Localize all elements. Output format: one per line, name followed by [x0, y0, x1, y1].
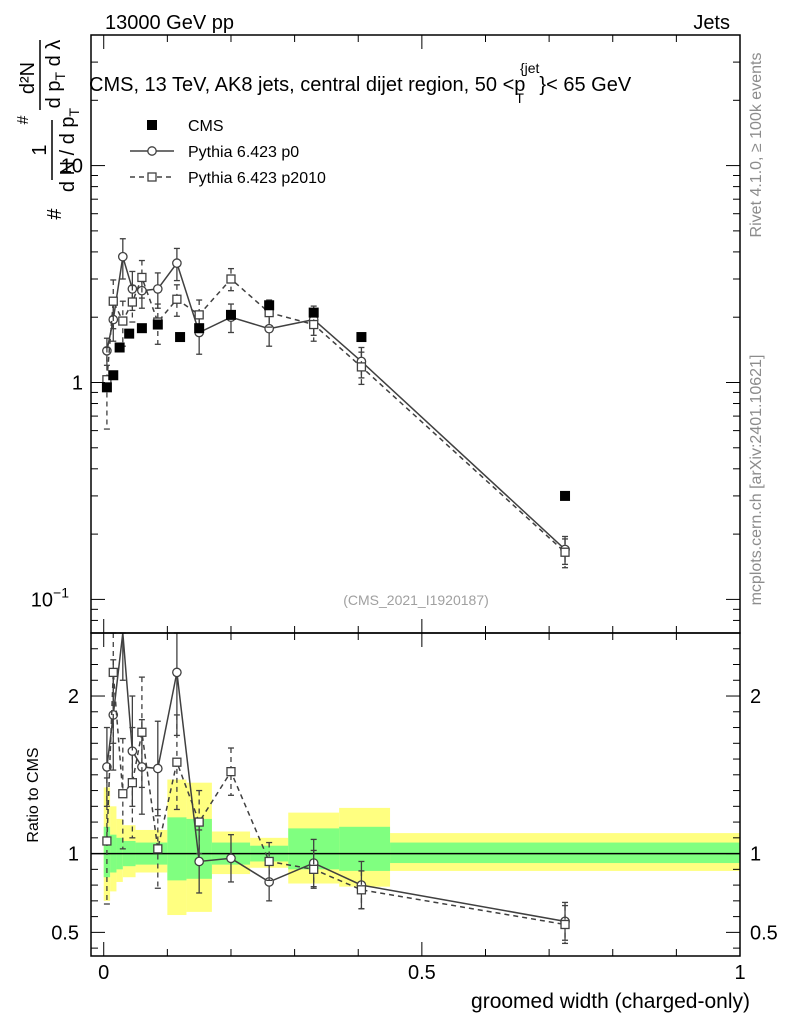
title-sup: {jet: [520, 60, 540, 76]
chart-title: CMS, 13 TeV, AK8 jets, central dijet reg…: [89, 60, 632, 106]
ratio-ytick-label-left-1: 1: [68, 844, 79, 866]
ratio-p2010-marker-7: [194, 817, 204, 827]
cms-point-11: [356, 332, 367, 343]
cms-point-4: [136, 323, 147, 334]
xtick-label-1: 0.5: [408, 962, 436, 984]
main-p0-marker-2: [117, 251, 128, 262]
ratio-p2010-marker-9: [264, 856, 274, 867]
ratio-ytick-label-left-2: 2: [68, 686, 79, 708]
ratio-p2010-marker-1: [108, 667, 118, 678]
ratio-p2010-marker-8: [226, 767, 236, 777]
ratio-axes: 0.5 0.51 12 20 0.5 1: [51, 633, 778, 984]
xlabel: groomed width (charged-only): [471, 990, 750, 1013]
ratio-p2010-marker-3: [127, 778, 138, 788]
main-p0-marker-9: [264, 323, 275, 334]
svg-text:#: #: [15, 115, 32, 124]
ratio-ytick-label-right-1: 1: [750, 844, 761, 866]
ratio-p2010-marker-10: [309, 864, 319, 874]
band-inner-11: [390, 842, 740, 864]
svg-text:d pT d λ: d pT d λ: [43, 40, 68, 109]
analysis-watermark: (CMS_2021_I1920187): [343, 592, 489, 608]
legend-label-CMS: CMS: [188, 118, 224, 135]
ratio-p0-marker-7: [194, 856, 205, 867]
ratio-p2010-marker-11: [356, 885, 367, 895]
header-energy-label: 13000 GeV pp: [105, 12, 234, 34]
ratio-p2010-marker-6: [172, 757, 182, 767]
cms-point-7: [194, 323, 205, 334]
ratio-p0-marker-5: [152, 763, 163, 774]
legend-label-p0: Pythia 6.423 p0: [188, 144, 299, 161]
main-p0-marker-6: [172, 258, 182, 268]
main-ylabel: 1 d N / d pT # d²N d pT d λ #: [15, 40, 82, 220]
cms-point-5: [152, 319, 163, 330]
ratio-p0-marker-0: [102, 762, 112, 772]
ratio-panel-frame: [90, 632, 741, 957]
ratio-p2010-marker-12: [560, 919, 570, 930]
main-p2010-marker-3: [127, 297, 138, 307]
mcplots-side-label: mcplots.cern.ch [arXiv:2401.10621]: [748, 355, 765, 606]
band-inner-10: [339, 826, 391, 871]
ratio-ytick-label-right-2: 2: [750, 686, 761, 708]
main-p0-marker-5: [152, 284, 163, 294]
main-ytick-label-1: 1: [72, 372, 83, 394]
main-p2010-line: [106, 275, 566, 553]
legend: CMS Pythia 6.423 p0 Pythia 6.423 p2010: [130, 118, 326, 187]
main-p2010-marker-11: [356, 362, 367, 372]
cms-point-10: [308, 307, 319, 318]
svg-text:1: 1: [29, 144, 51, 155]
title-close: }< 65 GeV: [539, 74, 631, 96]
legend-label-p2010: Pythia 6.423 p2010: [188, 170, 326, 187]
svg-text:#: #: [44, 208, 66, 220]
cms-point-8: [225, 309, 236, 320]
ratio-p2010-marker-5: [153, 844, 163, 854]
rivet-side-label: Rivet 4.1.0, ≥ 100k events: [748, 53, 765, 238]
ratio-p0-marker-6: [172, 667, 182, 678]
svg-text:d N / d pT: d N / d pT: [57, 107, 82, 192]
title-p: p: [514, 74, 525, 96]
title-main: CMS, 13 TeV, AK8 jets, central dijet reg…: [89, 74, 514, 96]
svg-text:d²N: d²N: [17, 62, 39, 94]
main-p2010-marker-4: [137, 272, 147, 283]
cms-point-3: [124, 328, 135, 339]
legend-p2010-marker: [147, 172, 157, 182]
main-axes: 10−1 1 10: [31, 34, 741, 634]
band-inner-5: [167, 817, 187, 881]
main-panel-content: [101, 238, 571, 569]
ratio-ytick-label-right-0: 0.5: [750, 922, 778, 944]
ratio-p0-marker-8: [226, 853, 236, 864]
main-p2010-marker-10: [309, 319, 319, 330]
cms-point-12: [560, 490, 571, 501]
title-sub: T: [515, 90, 524, 106]
ratio-ytick-label-left-0: 0.5: [51, 922, 79, 944]
ratio-p2010-marker-0: [102, 836, 112, 846]
cms-point-0: [101, 382, 112, 393]
main-p2010-marker-1: [108, 296, 118, 306]
ratio-p2010-marker-2: [118, 789, 128, 799]
cms-point-6: [175, 332, 186, 343]
ratio-ylabel: Ratio to CMS: [25, 747, 42, 842]
main-p2010-marker-2: [118, 316, 128, 326]
main-p2010-marker-6: [172, 294, 182, 304]
main-ytick-exp-0: −1: [53, 584, 69, 600]
header-jets-label: Jets: [693, 12, 730, 34]
legend-cms-marker: [147, 120, 157, 130]
main-ytick-label-2: 10: [61, 156, 83, 178]
cms-point-2: [114, 342, 125, 353]
cms-point-9: [264, 300, 275, 311]
main-p2010-marker-12: [560, 547, 570, 557]
cms-point-1: [108, 370, 119, 381]
ratio-p2010-marker-4: [137, 727, 147, 737]
xtick-label-0: 0: [98, 962, 109, 984]
main-p2010-marker-8: [226, 274, 236, 284]
main-p2010-marker-7: [194, 310, 204, 320]
main-ytick-label-0: 10−1: [31, 584, 69, 611]
legend-p0-marker: [147, 146, 157, 156]
xtick-label-2: 1: [734, 962, 745, 984]
